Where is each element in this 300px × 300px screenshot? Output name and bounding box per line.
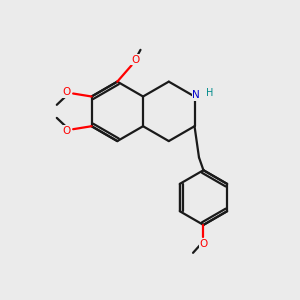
Text: H: H (206, 88, 214, 98)
Text: O: O (62, 126, 71, 136)
Text: O: O (62, 87, 71, 97)
Text: O: O (131, 55, 139, 65)
Text: N: N (192, 90, 200, 100)
Text: O: O (199, 239, 208, 249)
